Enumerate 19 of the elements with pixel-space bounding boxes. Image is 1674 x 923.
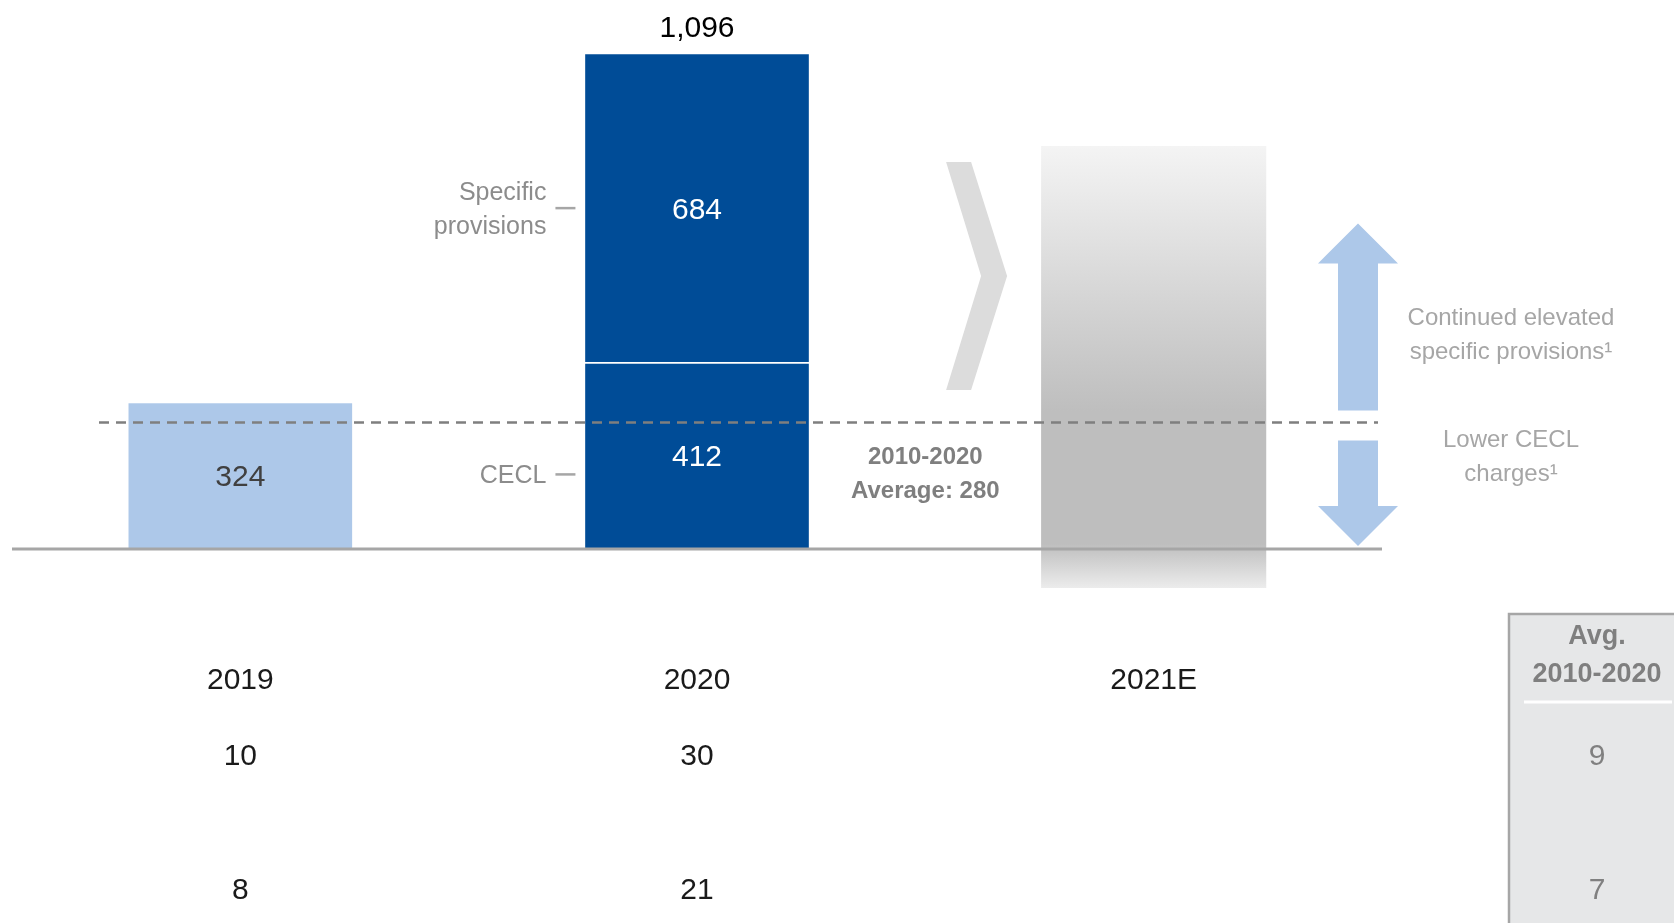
data-label: 324 <box>215 459 266 493</box>
text: 21 <box>680 871 714 905</box>
text: 9 <box>1588 737 1606 771</box>
total-label: 1,096 <box>659 10 735 43</box>
text: Avg. 2010-2020 <box>1532 620 1662 689</box>
series-label: CECL <box>479 460 547 489</box>
text: Lower CECL charges¹ <box>1442 424 1580 486</box>
text: 10 <box>223 737 258 771</box>
x-tick-label: 2021E <box>1110 661 1198 695</box>
ref-line-label: 2010-2020 Average: 280 <box>851 441 1000 503</box>
data-label: 412 <box>671 439 723 473</box>
data-label: 684 <box>671 191 723 225</box>
series-label: Specific provisions <box>433 176 547 239</box>
text: 7 <box>1588 871 1606 905</box>
text: 8 <box>231 871 249 905</box>
text: 30 <box>680 737 714 771</box>
text: Continued elevated specific provisions¹ <box>1407 302 1615 364</box>
x-tick-label: 2020 <box>663 661 731 695</box>
x-tick-label: 2019 <box>206 661 274 695</box>
